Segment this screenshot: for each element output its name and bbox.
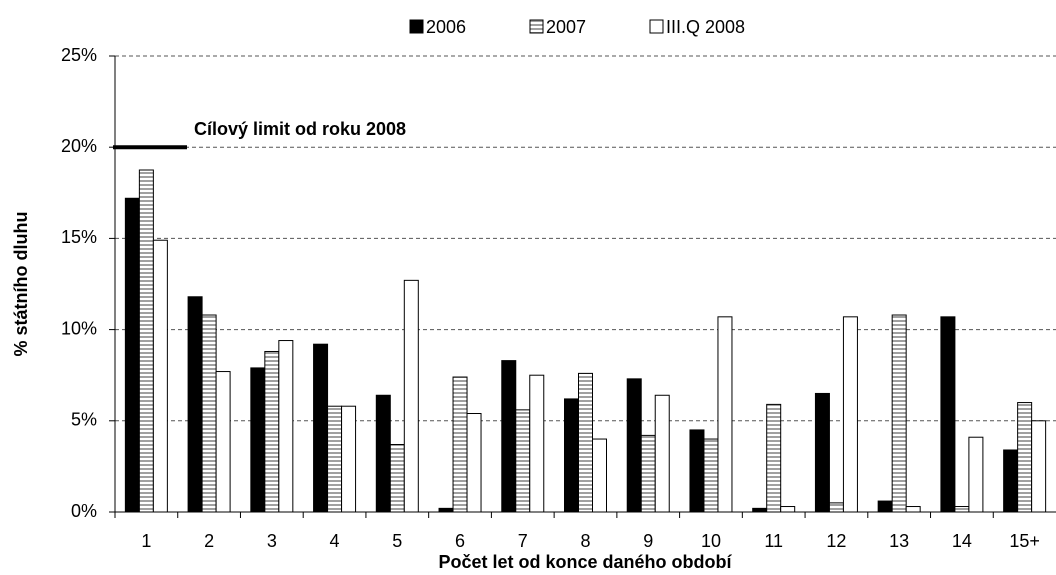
bar <box>466 413 482 513</box>
y-tick-label: 20% <box>61 136 97 156</box>
bar <box>564 398 579 513</box>
legend-swatch <box>529 19 544 34</box>
bar <box>341 405 357 513</box>
annotation: Cílový limit od roku 2008 <box>194 119 406 139</box>
x-tick-label: 1 <box>141 531 151 551</box>
bar <box>201 314 217 513</box>
bar <box>375 394 391 513</box>
bar <box>215 371 231 513</box>
bar <box>717 316 733 513</box>
y-tick-label: 0% <box>71 501 97 521</box>
bar <box>501 360 517 513</box>
bar <box>940 316 956 513</box>
bar <box>452 376 468 513</box>
bar <box>327 405 343 513</box>
bar <box>438 507 454 513</box>
x-tick-label: 8 <box>580 531 590 551</box>
bar <box>1003 449 1019 513</box>
x-tick-label: 10 <box>701 531 721 551</box>
bar <box>278 340 294 513</box>
bar <box>389 444 405 513</box>
bar <box>689 429 705 513</box>
bar <box>891 314 907 513</box>
legend-label: 2006 <box>426 17 466 37</box>
x-axis-title: Počet let od konce daného období <box>438 552 732 572</box>
x-tick-label: 9 <box>643 531 653 551</box>
bar <box>905 506 921 513</box>
bar <box>842 316 858 513</box>
x-tick-label: 6 <box>455 531 465 551</box>
legend-label: 2007 <box>546 17 586 37</box>
x-tick-label: 13 <box>889 531 909 551</box>
legend-swatch <box>409 19 424 34</box>
bar <box>968 436 984 513</box>
y-tick-label: 15% <box>61 227 97 247</box>
y-tick-label: 10% <box>61 318 97 338</box>
x-tick-label: 12 <box>826 531 846 551</box>
bar <box>138 169 154 513</box>
bar <box>403 279 419 513</box>
bar <box>578 372 593 513</box>
x-tick-label: 4 <box>330 531 340 551</box>
bar <box>640 434 656 513</box>
bar <box>1017 402 1033 513</box>
bar <box>752 507 768 513</box>
x-tick-label: 5 <box>392 531 402 551</box>
y-tick-label: 25% <box>61 45 97 65</box>
legend-label: III.Q 2008 <box>666 17 745 37</box>
bar <box>592 438 607 513</box>
bar <box>626 378 642 513</box>
bar <box>313 343 329 513</box>
bar <box>654 394 670 513</box>
x-tick-label: 14 <box>952 531 972 551</box>
bar <box>814 392 830 513</box>
x-tick-label: 3 <box>267 531 277 551</box>
bar <box>877 500 893 513</box>
x-tick-label: 2 <box>204 531 214 551</box>
bar <box>152 239 168 513</box>
bar <box>703 438 719 513</box>
x-tick-label: 15+ <box>1009 531 1040 551</box>
y-axis-title: % státního dluhu <box>11 212 31 357</box>
bar <box>515 409 531 513</box>
legend-swatch <box>649 19 664 34</box>
bar <box>828 502 844 513</box>
bar <box>529 374 545 513</box>
bar <box>264 350 280 513</box>
x-tick-label: 7 <box>518 531 528 551</box>
bar <box>766 403 782 513</box>
bar <box>954 506 970 513</box>
x-tick-label: 11 <box>764 531 783 551</box>
bar <box>780 506 796 513</box>
bar <box>250 367 266 513</box>
bar <box>1031 420 1047 513</box>
bar <box>187 296 203 513</box>
y-tick-label: 5% <box>71 410 97 430</box>
bar <box>124 197 140 513</box>
